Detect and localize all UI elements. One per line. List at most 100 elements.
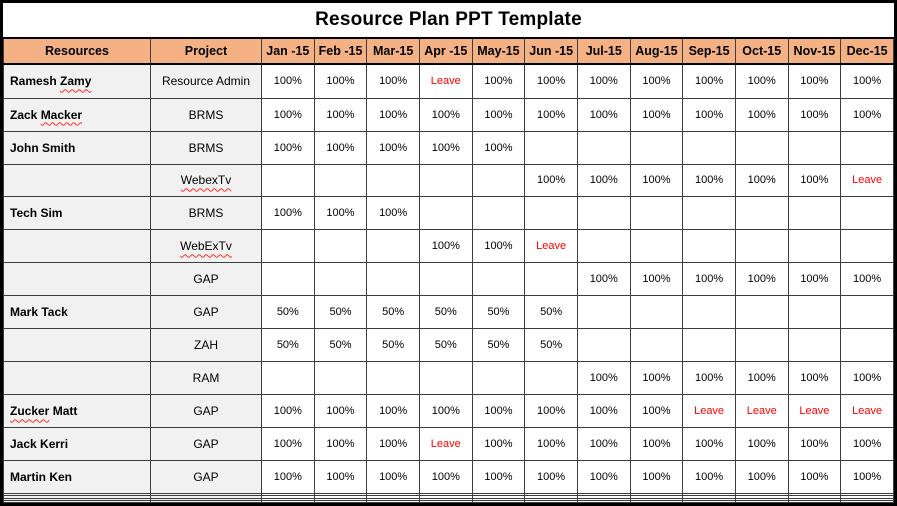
allocation-cell — [840, 328, 894, 363]
allocation-cell: 100% — [471, 63, 526, 99]
misspelled-word: Macker — [40, 107, 83, 122]
allocation-cell — [787, 229, 842, 264]
misspelled-word: WebexTv — [180, 173, 232, 188]
allocation-cell: 100% — [418, 97, 473, 132]
table-row: Jack Kerri GAP 100% 100% 100% Leave 100% 100% 10… — [3, 427, 894, 462]
allocation-cell — [313, 163, 368, 198]
allocation-cell: 100% — [734, 97, 789, 132]
column-header-month-1: Jan -15 — [261, 37, 315, 65]
allocation-cell: 50% — [313, 295, 368, 330]
allocation-cell: 100% — [734, 460, 789, 495]
column-header-month-8: Aug-15 — [629, 37, 684, 65]
allocation-cell — [524, 196, 578, 231]
allocation-cell — [261, 499, 315, 503]
project-cell — [150, 499, 262, 503]
allocation-cell: 50% — [313, 328, 368, 363]
allocation-cell: 50% — [366, 295, 420, 330]
allocation-cell — [313, 262, 368, 297]
allocation-cell: 100% — [261, 427, 315, 462]
resource-cell — [3, 499, 151, 503]
allocation-cell — [629, 196, 684, 231]
allocation-cell — [524, 361, 578, 396]
column-header-month-3: Mar-15 — [366, 37, 420, 65]
allocation-cell: 100% — [261, 97, 315, 132]
allocation-cell: 100% — [576, 361, 631, 396]
table-row: Zack Macker BRMS 100% 100% 100% 100% 100% 100% 1… — [3, 97, 894, 132]
allocation-cell — [629, 295, 684, 330]
allocation-cell: 50% — [524, 328, 578, 363]
allocation-cell — [576, 196, 631, 231]
allocation-cell: 50% — [471, 295, 526, 330]
allocation-cell: 100% — [471, 97, 526, 132]
table-row: WebExTv 100% 100% Leave — [3, 229, 894, 264]
allocation-cell: 100% — [366, 130, 420, 165]
table-row — [3, 499, 894, 503]
table-row: Tech Sim BRMS 100% 100% 100% — [3, 196, 894, 231]
allocation-cell: 100% — [576, 63, 631, 99]
allocation-cell: 100% — [682, 262, 736, 297]
allocation-cell — [261, 262, 315, 297]
column-header-month-4: Apr -15 — [418, 37, 473, 65]
resource-cell: Mark Tack — [3, 295, 151, 330]
allocation-cell: 100% — [313, 196, 368, 231]
allocation-cell: 50% — [261, 328, 315, 363]
allocation-cell — [471, 499, 526, 503]
allocation-cell: 100% — [629, 262, 684, 297]
allocation-cell: 100% — [629, 163, 684, 198]
allocation-cell: 100% — [734, 262, 789, 297]
allocation-cell: 50% — [261, 295, 315, 330]
column-header-month-10: Oct-15 — [734, 37, 789, 65]
allocation-cell: Leave — [682, 394, 736, 429]
allocation-cell: 100% — [576, 427, 631, 462]
allocation-cell: 100% — [682, 460, 736, 495]
column-header-month-2: Feb -15 — [313, 37, 368, 65]
allocation-cell: 100% — [313, 427, 368, 462]
allocation-cell — [734, 295, 789, 330]
allocation-cell: Leave — [418, 63, 473, 99]
project-cell: BRMS — [150, 196, 262, 231]
allocation-cell — [840, 196, 894, 231]
allocation-cell: 100% — [682, 63, 736, 99]
resource-cell — [3, 163, 151, 198]
allocation-cell: 100% — [576, 460, 631, 495]
allocation-cell — [366, 163, 420, 198]
allocation-cell: Leave — [787, 394, 842, 429]
table-row: Mark Tack GAP 50% 50% 50% 50% 50% 50% — [3, 295, 894, 330]
allocation-cell — [524, 499, 578, 503]
column-header-month-9: Sep-15 — [682, 37, 736, 65]
allocation-cell — [576, 499, 631, 503]
allocation-cell: 100% — [787, 361, 842, 396]
resource-cell: John Smith — [3, 130, 151, 165]
table-row: John Smith BRMS 100% 100% 100% 100% 100% — [3, 130, 894, 165]
allocation-cell: 50% — [366, 328, 420, 363]
allocation-cell — [734, 229, 789, 264]
table-row: RAM 100% 100% 100% 100% 100% 100% — [3, 361, 894, 396]
misspelled-word: Zucker — [10, 404, 50, 419]
allocation-cell: 100% — [576, 394, 631, 429]
resource-cell: Martin Ken — [3, 460, 151, 495]
project-cell: GAP — [150, 427, 262, 462]
allocation-cell: 100% — [576, 262, 631, 297]
table-row: Ramesh Zamy Resource Admin 100% 100% 100% Lea… — [3, 63, 894, 99]
allocation-cell — [261, 361, 315, 396]
allocation-cell: 100% — [313, 394, 368, 429]
allocation-cell: 100% — [471, 460, 526, 495]
allocation-cell — [682, 499, 736, 503]
allocation-cell — [471, 163, 526, 198]
page-title: Resource Plan PPT Template — [315, 9, 582, 30]
allocation-cell: 100% — [787, 63, 842, 99]
resource-cell: Tech Sim — [3, 196, 151, 231]
project-cell: GAP — [150, 295, 262, 330]
allocation-cell: 100% — [366, 196, 420, 231]
project-cell: BRMS — [150, 130, 262, 165]
resource-cell — [3, 361, 151, 396]
allocation-cell — [576, 229, 631, 264]
allocation-cell: 100% — [840, 427, 894, 462]
project-cell: BRMS — [150, 97, 262, 132]
allocation-cell: 100% — [471, 130, 526, 165]
project-cell: GAP — [150, 394, 262, 429]
allocation-cell: 100% — [682, 163, 736, 198]
resource-cell: Zucker Matt — [3, 394, 151, 429]
allocation-cell: 100% — [366, 394, 420, 429]
allocation-cell: 100% — [313, 97, 368, 132]
